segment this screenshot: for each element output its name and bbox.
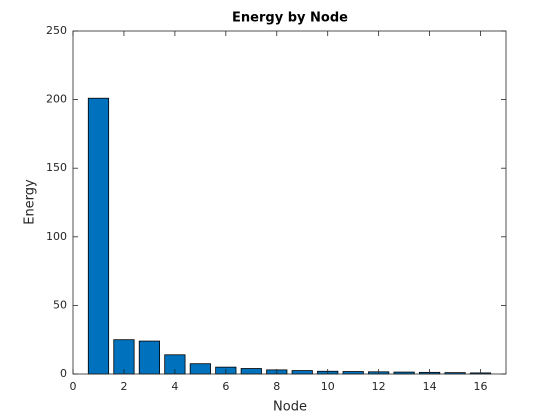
y-tick-label: 250	[46, 24, 67, 37]
x-tick-label: 0	[70, 380, 77, 393]
bar	[240, 368, 262, 375]
x-tick-label: 12	[372, 380, 386, 393]
y-tick-label: 200	[46, 93, 67, 106]
chart-title: Energy by Node	[232, 11, 348, 26]
x-tick-label: 16	[474, 380, 488, 393]
bar	[138, 340, 160, 375]
bar	[113, 339, 135, 375]
x-tick-label: 10	[321, 380, 335, 393]
axes-box	[72, 30, 507, 375]
y-tick-label: 100	[46, 230, 67, 243]
x-tick-label: 8	[273, 380, 280, 393]
bar	[291, 370, 313, 375]
bar	[189, 363, 211, 375]
y-tick-label: 50	[53, 298, 67, 311]
y-tick-label: 150	[46, 161, 67, 174]
x-tick-label: 6	[222, 380, 229, 393]
x-axis-label: Node	[273, 400, 307, 415]
x-tick-label: 4	[171, 380, 178, 393]
bar	[87, 97, 110, 375]
y-axis-label: Energy	[23, 179, 38, 225]
x-tick-label: 2	[120, 380, 127, 393]
x-tick-label: 14	[423, 380, 437, 393]
y-tick-label: 0	[60, 367, 67, 380]
